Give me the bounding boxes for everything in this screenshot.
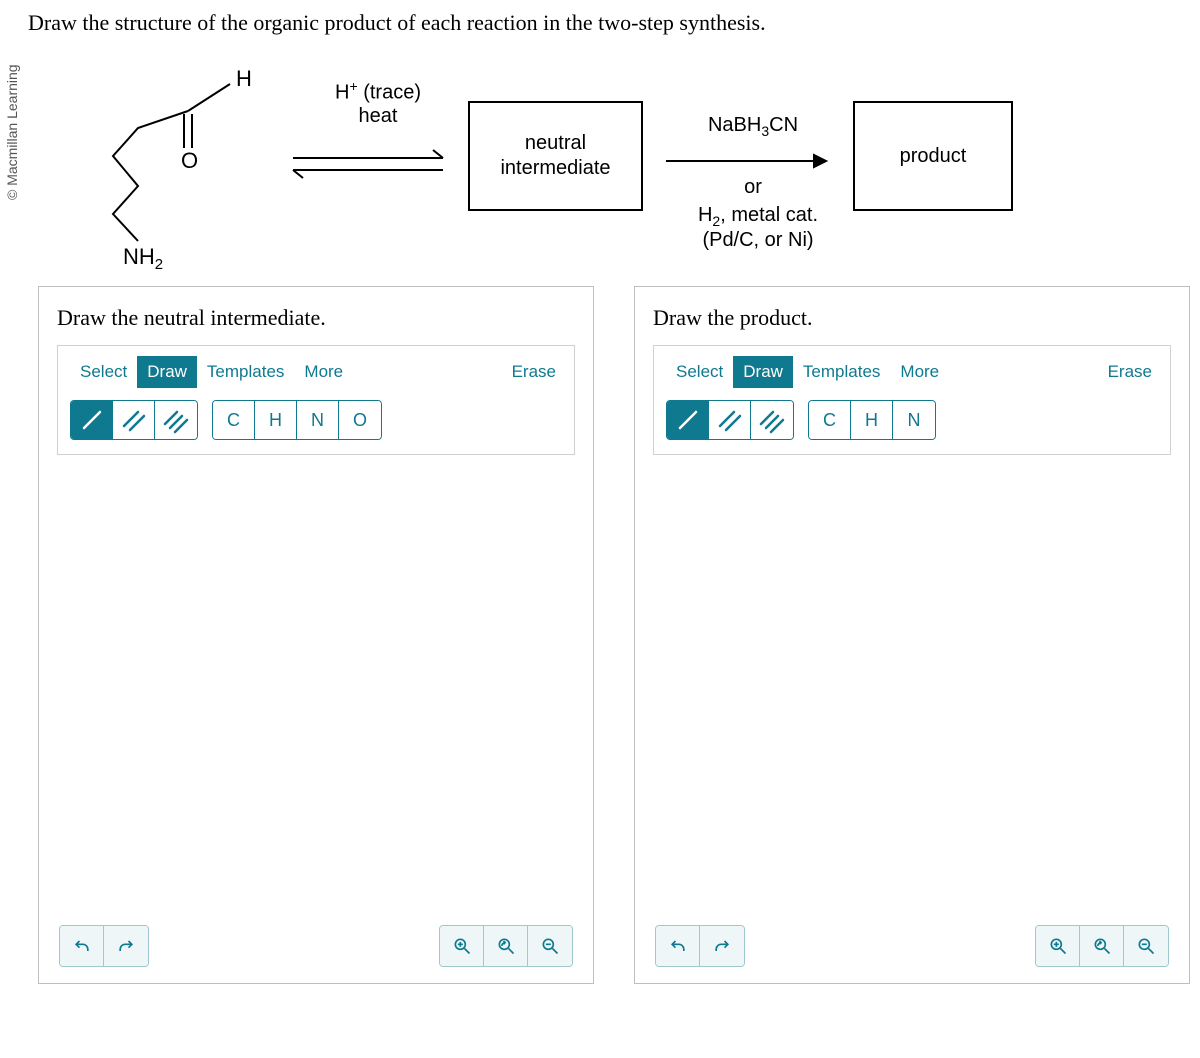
tab-more[interactable]: More [294, 356, 353, 388]
reaction-arrow [656, 141, 846, 181]
atom-c-tool[interactable]: C [809, 401, 851, 439]
atom-h-tool[interactable]: H [851, 401, 893, 439]
bottom-toolbar [653, 925, 1171, 967]
label-h: H [236, 66, 252, 91]
step2-bottom-reagent: H2, metal cat. (Pd/C, or Ni) [668, 204, 848, 252]
zoom-reset-button[interactable] [1080, 926, 1124, 966]
atom-tool-group: CHN [808, 400, 936, 440]
product-box: product [853, 101, 1013, 211]
tab-select[interactable]: Select [70, 356, 137, 388]
drawing-canvas[interactable] [653, 455, 1171, 925]
zoom-in-button[interactable] [440, 926, 484, 966]
step1-reagent: H+ (trace) heat [313, 78, 443, 128]
redo-button[interactable] [700, 926, 744, 966]
intermediate-panel: Draw the neutral intermediate. SelectDraw… [38, 286, 594, 984]
tab-templates[interactable]: Templates [793, 356, 890, 388]
double-bond-tool[interactable] [113, 401, 155, 439]
step2-or: or [678, 176, 828, 199]
atom-o-tool[interactable]: O [339, 401, 381, 439]
tab-draw[interactable]: Draw [733, 356, 793, 388]
atom-h-tool[interactable]: H [255, 401, 297, 439]
erase-button[interactable]: Erase [506, 356, 562, 388]
triple-bond-tool[interactable] [751, 401, 793, 439]
intermediate-box: neutralintermediate [468, 101, 643, 211]
equilibrium-arrow [283, 136, 463, 196]
product-panel: Draw the product. SelectDrawTemplatesMore… [634, 286, 1190, 984]
step2-top-reagent: NaBH3CN [678, 114, 828, 139]
tab-draw[interactable]: Draw [137, 356, 197, 388]
reaction-scheme: H O NH2 H+ (trace) heat neutralintermedi… [58, 56, 1200, 286]
bottom-toolbar [57, 925, 575, 967]
single-bond-tool[interactable] [667, 401, 709, 439]
erase-button[interactable]: Erase [1102, 356, 1158, 388]
triple-bond-tool[interactable] [155, 401, 197, 439]
atom-n-tool[interactable]: N [893, 401, 935, 439]
zoom-out-button[interactable] [528, 926, 572, 966]
single-bond-tool[interactable] [71, 401, 113, 439]
atom-tool-group: CHNO [212, 400, 382, 440]
double-bond-tool[interactable] [709, 401, 751, 439]
label-nh2: NH2 [123, 244, 163, 273]
label-o: O [181, 148, 198, 173]
zoom-reset-button[interactable] [484, 926, 528, 966]
tab-templates[interactable]: Templates [197, 356, 294, 388]
starting-material-structure: H O NH2 [58, 56, 278, 276]
atom-c-tool[interactable]: C [213, 401, 255, 439]
undo-button[interactable] [60, 926, 104, 966]
panel-title: Draw the neutral intermediate. [57, 305, 575, 331]
toolbar: SelectDrawTemplatesMore Erase CHNO [57, 345, 575, 455]
atom-n-tool[interactable]: N [297, 401, 339, 439]
drawing-canvas[interactable] [57, 455, 575, 925]
redo-button[interactable] [104, 926, 148, 966]
copyright-label: © Macmillan Learning [4, 64, 20, 200]
bond-tool-group [70, 400, 198, 440]
undo-button[interactable] [656, 926, 700, 966]
tab-more[interactable]: More [890, 356, 949, 388]
question-text: Draw the structure of the organic produc… [28, 0, 1200, 56]
panel-title: Draw the product. [653, 305, 1171, 331]
tab-select[interactable]: Select [666, 356, 733, 388]
zoom-out-button[interactable] [1124, 926, 1168, 966]
toolbar: SelectDrawTemplatesMore Erase CHN [653, 345, 1171, 455]
zoom-in-button[interactable] [1036, 926, 1080, 966]
bond-tool-group [666, 400, 794, 440]
